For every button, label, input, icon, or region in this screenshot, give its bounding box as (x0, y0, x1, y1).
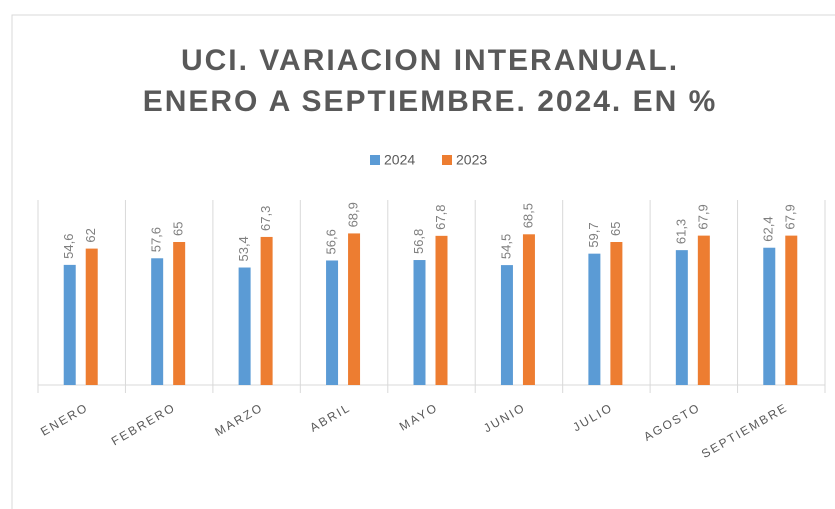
bar (763, 247, 776, 385)
x-tick-label: JUNIO (481, 400, 528, 435)
data-label: 59,7 (586, 222, 601, 247)
data-label: 53,4 (236, 236, 251, 261)
legend-swatch (370, 155, 380, 165)
bar (697, 235, 710, 385)
bar (413, 260, 426, 385)
bar (85, 248, 98, 385)
chart-title: UCI. VARIACION INTERANUAL. (181, 44, 679, 77)
x-tick-label: MAYO (397, 400, 441, 433)
data-label: 54,6 (61, 234, 76, 259)
data-label: 57,6 (149, 227, 164, 252)
data-label: 65 (608, 222, 623, 236)
bar (173, 242, 186, 385)
legend-label: 2023 (456, 152, 487, 168)
bar (435, 235, 448, 385)
bar (522, 234, 535, 385)
data-label: 62 (83, 228, 98, 242)
x-tick-label: FEBRERO (109, 400, 178, 448)
chart-frame (11, 14, 835, 509)
data-label: 67,9 (783, 204, 798, 229)
x-tick-label: AGOSTO (641, 400, 703, 444)
legend-label: 2024 (384, 152, 415, 168)
data-label: 56,8 (411, 229, 426, 254)
bar (610, 242, 623, 385)
data-label: 67,8 (433, 205, 448, 230)
chart-title: ENERO A SEPTIEMBRE. 2024. EN % (143, 85, 718, 118)
legend-swatch (442, 155, 452, 165)
data-label: 68,5 (520, 203, 535, 228)
data-label: 67,3 (258, 206, 273, 231)
bar (675, 250, 688, 385)
bar (500, 265, 513, 385)
bar (63, 264, 76, 385)
x-tick-label: SEPTIEMBRE (699, 400, 790, 461)
x-tick-label: ABRIL (307, 400, 353, 434)
x-tick-label: MARZO (213, 400, 266, 439)
bar (588, 253, 601, 385)
data-label: 61,3 (673, 219, 688, 244)
bar (238, 267, 251, 385)
bar (260, 236, 273, 385)
data-label: 65 (171, 222, 186, 236)
bar (326, 260, 339, 385)
data-label: 54,5 (498, 234, 513, 259)
bar (151, 258, 164, 385)
data-label: 62,4 (761, 216, 776, 241)
data-label: 56,6 (323, 229, 338, 254)
x-tick-label: ENERO (38, 400, 91, 438)
data-label: 67,9 (695, 204, 710, 229)
x-tick-label: JULIO (570, 400, 615, 434)
bar (785, 235, 798, 385)
bar (348, 233, 361, 385)
data-label: 68,9 (345, 202, 360, 227)
